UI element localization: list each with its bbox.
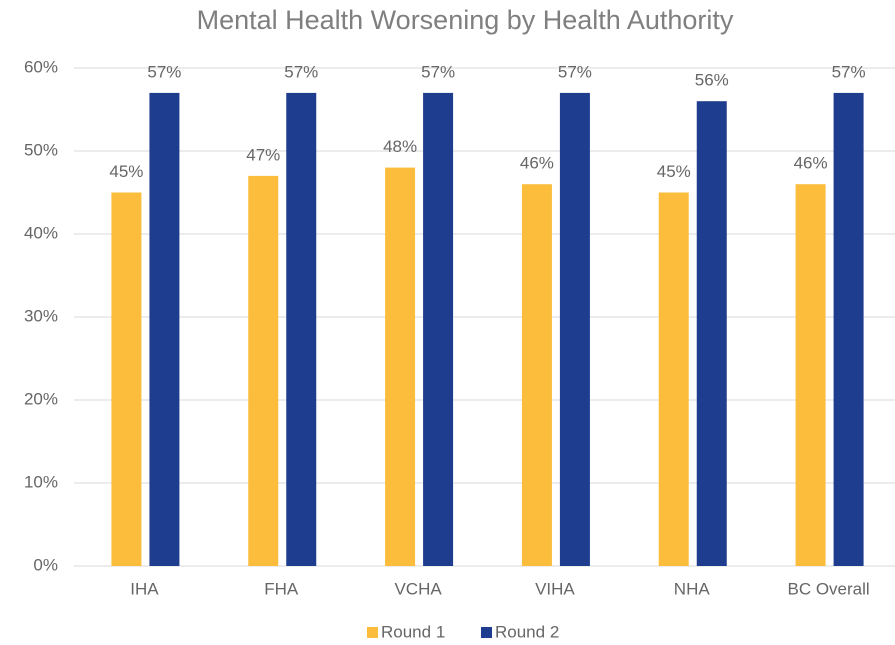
data-label: 56% — [695, 71, 729, 90]
data-label: 57% — [421, 62, 455, 81]
bar — [248, 175, 279, 566]
y-tick-label: 0% — [33, 555, 58, 574]
legend-label: Round 2 — [495, 622, 559, 641]
data-label: 57% — [147, 62, 181, 81]
bar — [423, 92, 454, 567]
x-tick-label: VCHA — [394, 579, 442, 598]
y-tick-label: 50% — [24, 140, 58, 159]
data-label: 57% — [832, 62, 866, 81]
data-label: 45% — [657, 162, 691, 181]
bar — [696, 101, 727, 566]
bar — [559, 92, 590, 567]
bar — [385, 167, 416, 566]
legend-swatch — [367, 627, 378, 638]
y-tick-label: 30% — [24, 306, 58, 325]
y-tick-label: 60% — [24, 57, 58, 76]
x-tick-label: NHA — [674, 579, 711, 598]
y-tick-label: 40% — [24, 223, 58, 242]
chart-title: Mental Health Worsening by Health Author… — [197, 5, 734, 35]
data-label: 57% — [284, 62, 318, 81]
data-label: 46% — [520, 154, 554, 173]
bar — [286, 92, 317, 567]
legend-swatch — [481, 627, 492, 638]
bar — [795, 184, 826, 566]
data-label: 48% — [383, 137, 417, 156]
legend-label: Round 1 — [381, 622, 445, 641]
x-tick-label: VIHA — [535, 579, 575, 598]
bar — [149, 92, 180, 567]
x-tick-label: BC Overall — [787, 579, 869, 598]
data-label: 57% — [558, 62, 592, 81]
x-tick-label: IHA — [130, 579, 159, 598]
data-label: 46% — [794, 154, 828, 173]
data-label: 45% — [109, 162, 143, 181]
bar — [521, 184, 552, 566]
data-label: 47% — [246, 145, 280, 164]
bar — [658, 192, 689, 566]
x-tick-label: FHA — [264, 579, 299, 598]
bar — [833, 92, 864, 567]
y-tick-label: 20% — [24, 389, 58, 408]
bar — [111, 192, 142, 566]
y-tick-label: 10% — [24, 472, 58, 491]
